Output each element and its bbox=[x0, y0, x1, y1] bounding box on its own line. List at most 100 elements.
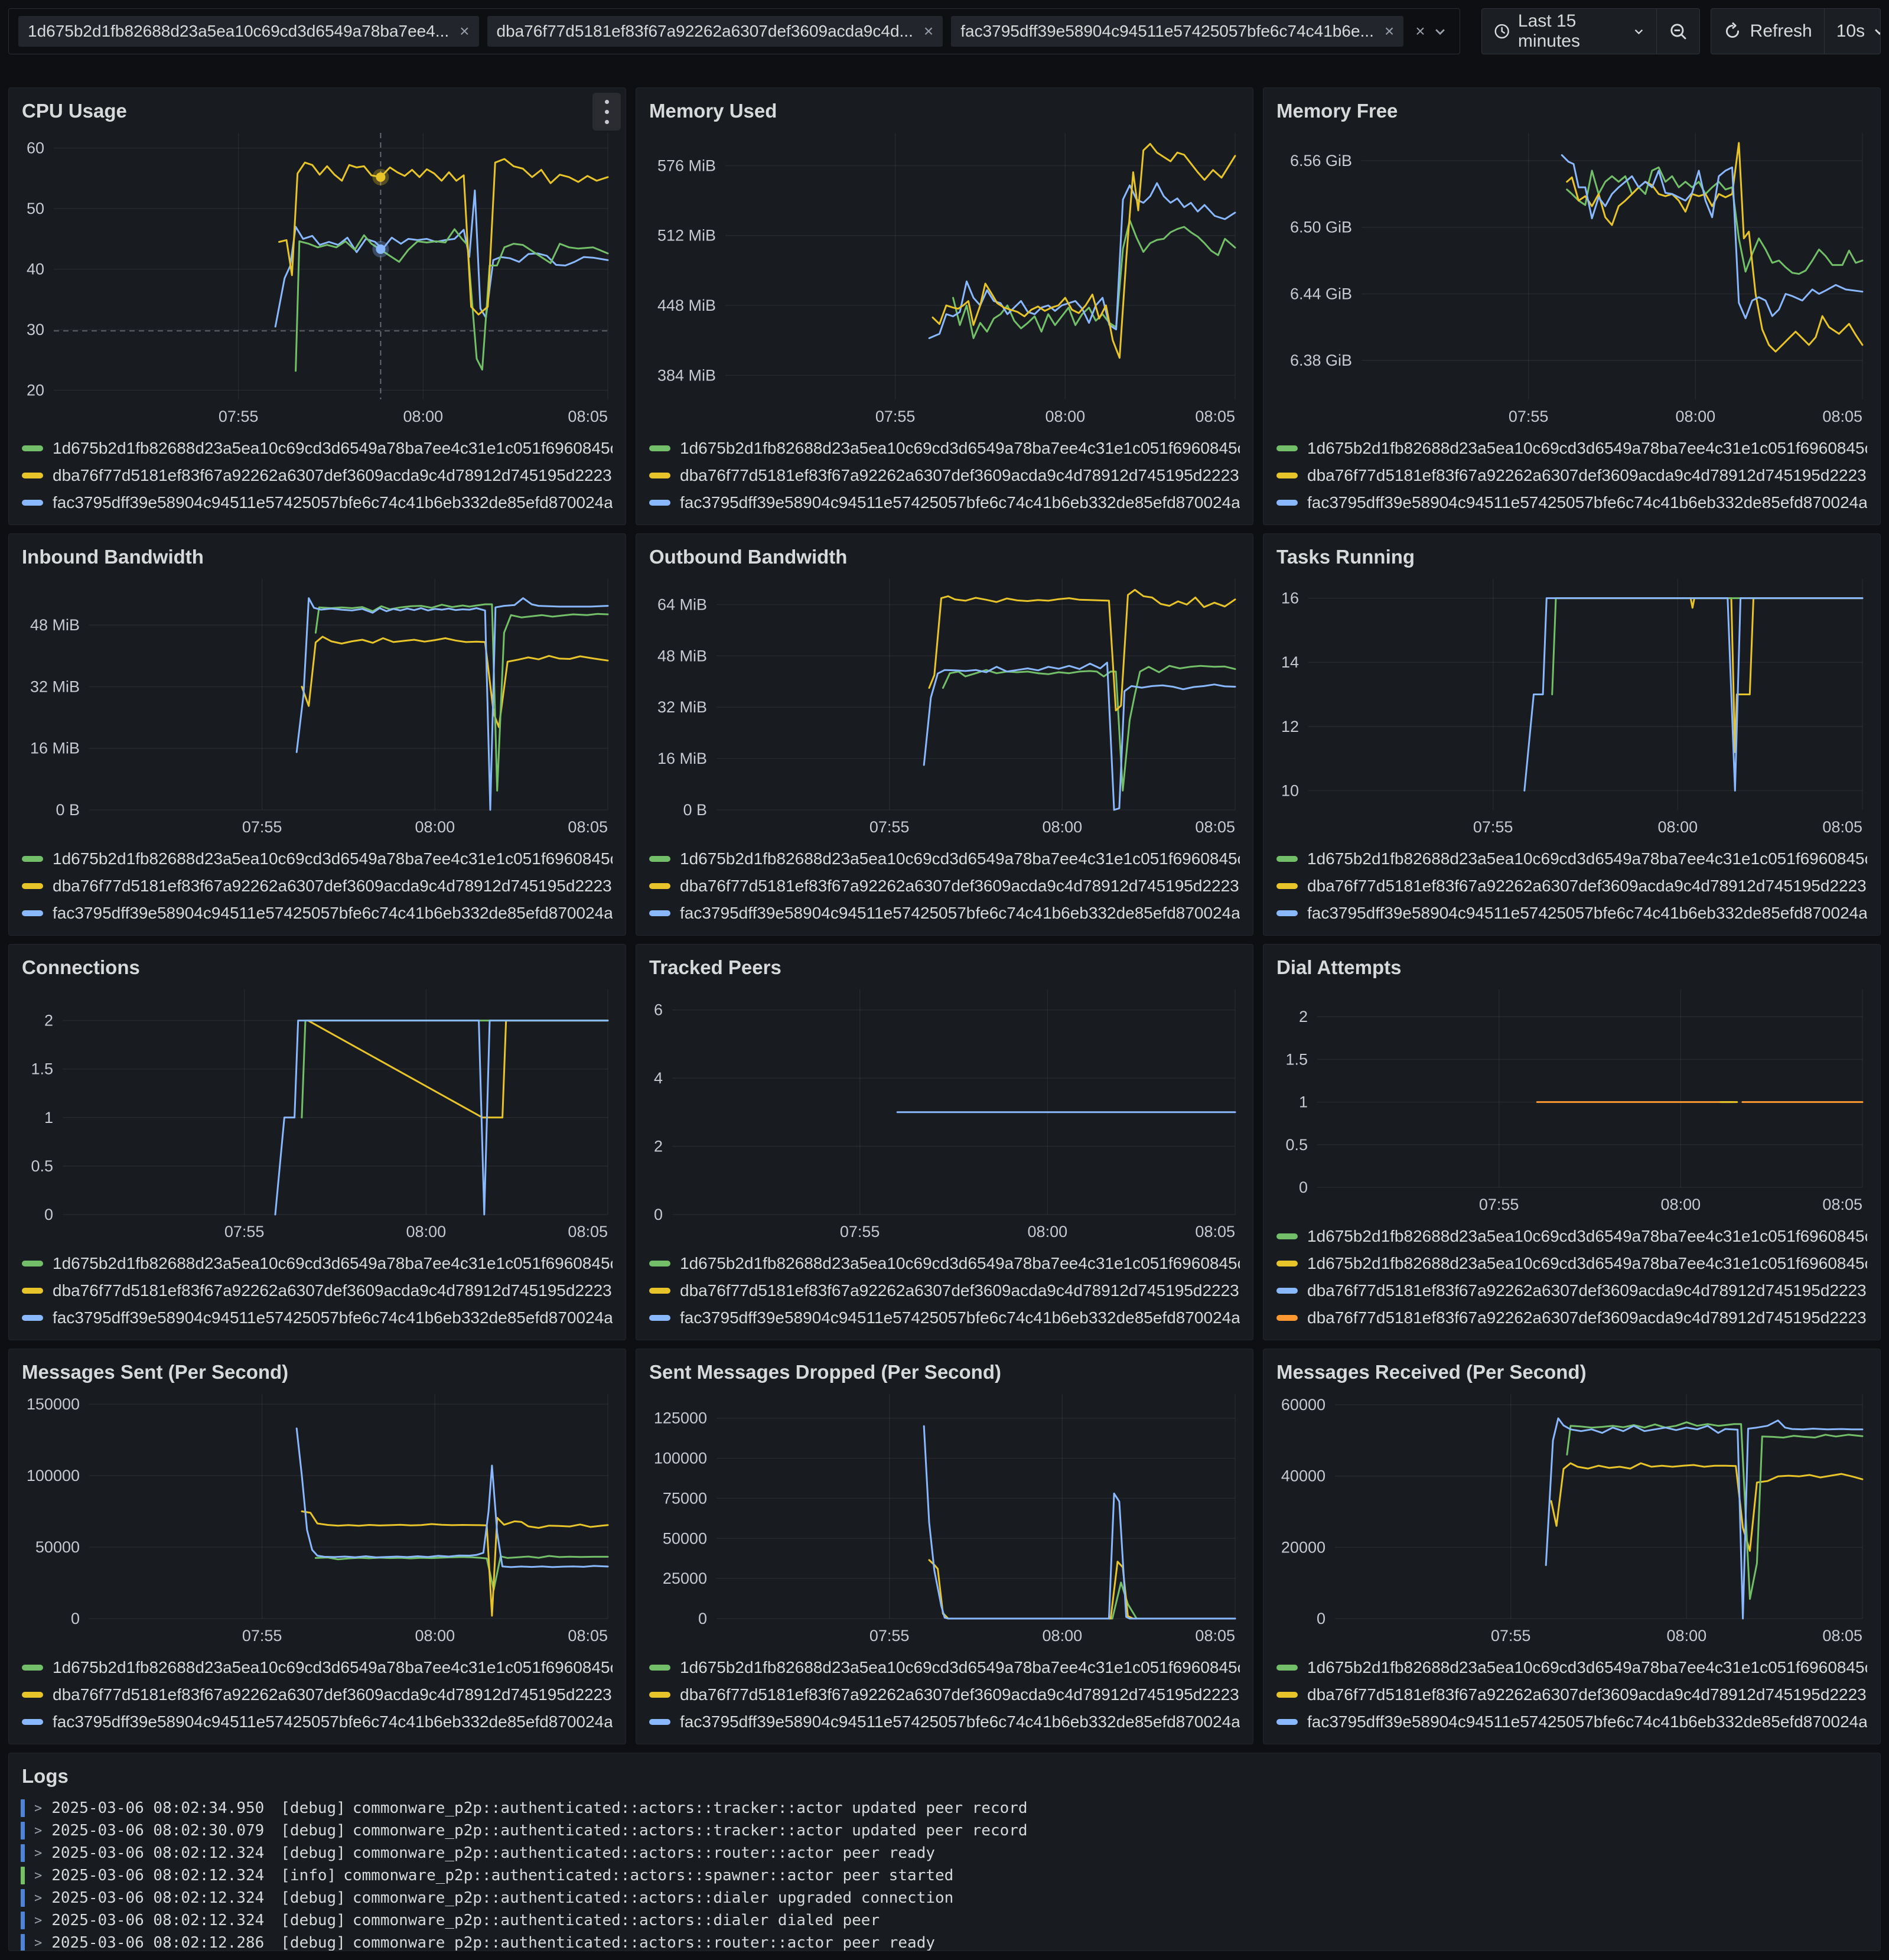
svg-text:2: 2 bbox=[44, 1012, 53, 1030]
panel-title[interactable]: Dial Attempts bbox=[1276, 956, 1402, 978]
legend-item[interactable]: 1d675b2d1fb82688d23a5ea10c69cd3d6549a78b… bbox=[22, 435, 613, 462]
svg-text:150000: 150000 bbox=[27, 1395, 80, 1413]
legend-item[interactable]: 1d675b2d1fb82688d23a5ea10c69cd3d6549a78b… bbox=[22, 1250, 613, 1277]
legend-item[interactable]: dba76f77d5181ef83f67a92262a6307def3609ac… bbox=[1276, 1277, 1867, 1304]
zoom-out-button[interactable] bbox=[1656, 9, 1699, 54]
remove-filter-icon[interactable]: × bbox=[923, 22, 934, 40]
legend-item[interactable]: fac3795dff39e58904c94511e57425057bfe6c74… bbox=[649, 900, 1240, 927]
time-range-label: Last 15 minutes bbox=[1517, 11, 1580, 51]
remove-filter-icon[interactable]: × bbox=[1384, 22, 1395, 40]
legend-item[interactable]: 1d675b2d1fb82688d23a5ea10c69cd3d6549a78b… bbox=[1276, 845, 1867, 872]
clear-filters-icon[interactable]: × bbox=[1415, 22, 1425, 40]
legend-item[interactable]: 1d675b2d1fb82688d23a5ea10c69cd3d6549a78b… bbox=[649, 845, 1240, 872]
legend-item[interactable]: fac3795dff39e58904c94511e57425057bfe6c74… bbox=[649, 1304, 1240, 1331]
legend-item[interactable]: dba76f77d5181ef83f67a92262a6307def3609ac… bbox=[649, 872, 1240, 900]
legend-label: 1d675b2d1fb82688d23a5ea10c69cd3d6549a78b… bbox=[1307, 439, 1867, 457]
filter-chip[interactable]: 1d675b2d1fb82688d23a5ea10c69cd3d6549a78b… bbox=[18, 16, 479, 47]
panel-title[interactable]: Messages Received (Per Second) bbox=[1276, 1361, 1587, 1383]
legend-item[interactable]: fac3795dff39e58904c94511e57425057bfe6c74… bbox=[22, 1304, 613, 1331]
log-row[interactable]: >2025-03-06 08:02:12.286 [debug] commonwar… bbox=[21, 1932, 1868, 1951]
legend-item[interactable]: dba76f77d5181ef83f67a92262a6307def3609ac… bbox=[22, 1681, 613, 1708]
log-expand-icon[interactable]: > bbox=[34, 1823, 43, 1838]
legend-item[interactable]: fac3795dff39e58904c94511e57425057bfe6c74… bbox=[1276, 900, 1867, 927]
log-row[interactable]: >2025-03-06 08:02:30.079 [debug] commonwar… bbox=[21, 1819, 1868, 1842]
svg-text:07:55: 07:55 bbox=[840, 1223, 880, 1241]
time-range-picker[interactable]: Last 15 minutes bbox=[1482, 9, 1656, 54]
svg-text:0.5: 0.5 bbox=[1285, 1136, 1308, 1154]
legend-item[interactable]: 1d675b2d1fb82688d23a5ea10c69cd3d6549a78b… bbox=[1276, 435, 1867, 462]
legend-item[interactable]: dba76f77d5181ef83f67a92262a6307def3609ac… bbox=[22, 872, 613, 900]
refresh-button[interactable]: Refresh bbox=[1711, 9, 1824, 54]
svg-text:07:55: 07:55 bbox=[869, 1627, 910, 1645]
legend-item[interactable]: 1d675b2d1fb82688d23a5ea10c69cd3d6549a78b… bbox=[22, 845, 613, 872]
legend-item[interactable]: dba76f77d5181ef83f67a92262a6307def3609ac… bbox=[649, 1681, 1240, 1708]
legend-item[interactable]: fac3795dff39e58904c94511e57425057bfe6c74… bbox=[649, 1708, 1240, 1736]
log-expand-icon[interactable]: > bbox=[34, 1801, 43, 1816]
panel-title[interactable]: Tracked Peers bbox=[649, 956, 781, 978]
panel-title[interactable]: Connections bbox=[22, 956, 140, 978]
legend-item[interactable]: 1d675b2d1fb82688d23a5ea10c69cd3d6549a78b… bbox=[649, 1654, 1240, 1681]
panel-menu-button[interactable] bbox=[592, 93, 621, 131]
log-row[interactable]: >2025-03-06 08:02:12.324 [debug] commonwar… bbox=[21, 1887, 1868, 1909]
chevron-down-icon[interactable] bbox=[1434, 25, 1447, 38]
legend-item[interactable]: 1d675b2d1fb82688d23a5ea10c69cd3d6549a78b… bbox=[649, 1250, 1240, 1277]
series-line-blue bbox=[923, 1425, 1236, 1620]
panel-title[interactable]: Outbound Bandwidth bbox=[649, 546, 848, 568]
legend-item[interactable]: dba76f77d5181ef83f67a92262a6307def3609ac… bbox=[649, 462, 1240, 489]
legend-label: fac3795dff39e58904c94511e57425057bfe6c74… bbox=[53, 493, 613, 512]
filter-chip[interactable]: dba76f77d5181ef83f67a92262a6307def3609ac… bbox=[487, 16, 943, 47]
panel-title[interactable]: Memory Free bbox=[1276, 100, 1398, 122]
legend-item[interactable]: fac3795dff39e58904c94511e57425057bfe6c74… bbox=[1276, 1708, 1867, 1736]
log-row[interactable]: >2025-03-06 08:02:12.324 [debug] commonwar… bbox=[21, 1909, 1868, 1932]
legend-item[interactable]: 1d675b2d1fb82688d23a5ea10c69cd3d6549a78b… bbox=[1276, 1654, 1867, 1681]
log-expand-icon[interactable]: > bbox=[34, 1845, 43, 1861]
log-row[interactable]: >2025-03-06 08:02:12.324 [info] commonware… bbox=[21, 1864, 1868, 1887]
legend-swatch-blue bbox=[649, 910, 670, 916]
legend-item[interactable]: dba76f77d5181ef83f67a92262a6307def3609ac… bbox=[649, 1277, 1240, 1304]
legend-item[interactable]: fac3795dff39e58904c94511e57425057bfe6c74… bbox=[1276, 489, 1867, 516]
legend-item[interactable]: dba76f77d5181ef83f67a92262a6307def3609ac… bbox=[22, 462, 613, 489]
panel-legend: 1d675b2d1fb82688d23a5ea10c69cd3d6549a78b… bbox=[21, 1648, 614, 1737]
legend-item[interactable]: fac3795dff39e58904c94511e57425057bfe6c74… bbox=[22, 489, 613, 516]
log-expand-icon[interactable]: > bbox=[34, 1935, 43, 1951]
series-line-blue bbox=[1561, 154, 1864, 320]
panel-title[interactable]: Inbound Bandwidth bbox=[22, 546, 204, 568]
legend-label: dba76f77d5181ef83f67a92262a6307def3609ac… bbox=[53, 877, 613, 895]
series-line-blue bbox=[295, 597, 609, 811]
log-row[interactable]: >2025-03-06 08:02:12.324 [debug] commonwar… bbox=[21, 1842, 1868, 1864]
panel-title[interactable]: Sent Messages Dropped (Per Second) bbox=[649, 1361, 1001, 1383]
legend-item[interactable]: dba76f77d5181ef83f67a92262a6307def3609ac… bbox=[1276, 1681, 1867, 1708]
legend-item[interactable]: 1d675b2d1fb82688d23a5ea10c69cd3d6549a78b… bbox=[649, 435, 1240, 462]
panel-title[interactable]: CPU Usage bbox=[22, 100, 127, 122]
legend-item[interactable]: fac3795dff39e58904c94511e57425057bfe6c74… bbox=[22, 1708, 613, 1736]
legend-item[interactable]: 1d675b2d1fb82688d23a5ea10c69cd3d6549a78b… bbox=[22, 1654, 613, 1681]
refresh-interval-picker[interactable]: 10s bbox=[1823, 9, 1880, 54]
series-line-green bbox=[295, 228, 609, 372]
legend-label: dba76f77d5181ef83f67a92262a6307def3609ac… bbox=[680, 1685, 1240, 1704]
panel-title[interactable]: Memory Used bbox=[649, 100, 777, 122]
legend-label: dba76f77d5181ef83f67a92262a6307def3609ac… bbox=[1307, 1308, 1867, 1327]
log-expand-icon[interactable]: > bbox=[34, 1890, 43, 1906]
chart-svg: 0 0.5 1 1.5 2 07:55 08:00 08:05 bbox=[1285, 989, 1864, 1213]
legend-item[interactable]: 1d675b2d1fb82688d23a5ea10c69cd3d6549a78b… bbox=[1276, 1250, 1867, 1277]
log-timestamp: 2025-03-06 08:02:30.079 bbox=[51, 1822, 265, 1839]
remove-filter-icon[interactable]: × bbox=[460, 22, 470, 40]
legend-item[interactable]: fac3795dff39e58904c94511e57425057bfe6c74… bbox=[22, 900, 613, 927]
legend-item[interactable]: fac3795dff39e58904c94511e57425057bfe6c74… bbox=[649, 489, 1240, 516]
series-line-blue bbox=[923, 662, 1236, 811]
svg-text:08:05: 08:05 bbox=[1195, 408, 1235, 425]
log-row[interactable]: >2025-03-06 08:02:34.950 [debug] commonwar… bbox=[21, 1797, 1868, 1819]
legend-item[interactable]: 1d675b2d1fb82688d23a5ea10c69cd3d6549a78b… bbox=[1276, 1223, 1867, 1250]
panel-chart: 384 MiB 448 MiB 512 MiB 576 MiB 07:55 08:00 08… bbox=[648, 125, 1241, 429]
filter-chip[interactable]: fac3795dff39e58904c94511e57425057bfe6c74… bbox=[951, 16, 1404, 47]
legend-item[interactable]: dba76f77d5181ef83f67a92262a6307def3609ac… bbox=[22, 1277, 613, 1304]
legend-item[interactable]: dba76f77d5181ef83f67a92262a6307def3609ac… bbox=[1276, 1304, 1867, 1331]
panel-title[interactable]: Tasks Running bbox=[1276, 546, 1415, 568]
log-expand-icon[interactable]: > bbox=[34, 1868, 43, 1883]
logs-title[interactable]: Logs bbox=[22, 1765, 69, 1787]
legend-item[interactable]: dba76f77d5181ef83f67a92262a6307def3609ac… bbox=[1276, 872, 1867, 900]
panel-title[interactable]: Messages Sent (Per Second) bbox=[22, 1361, 289, 1383]
legend-item[interactable]: dba76f77d5181ef83f67a92262a6307def3609ac… bbox=[1276, 462, 1867, 489]
series-line-blue bbox=[928, 182, 1236, 339]
log-expand-icon[interactable]: > bbox=[34, 1913, 43, 1928]
